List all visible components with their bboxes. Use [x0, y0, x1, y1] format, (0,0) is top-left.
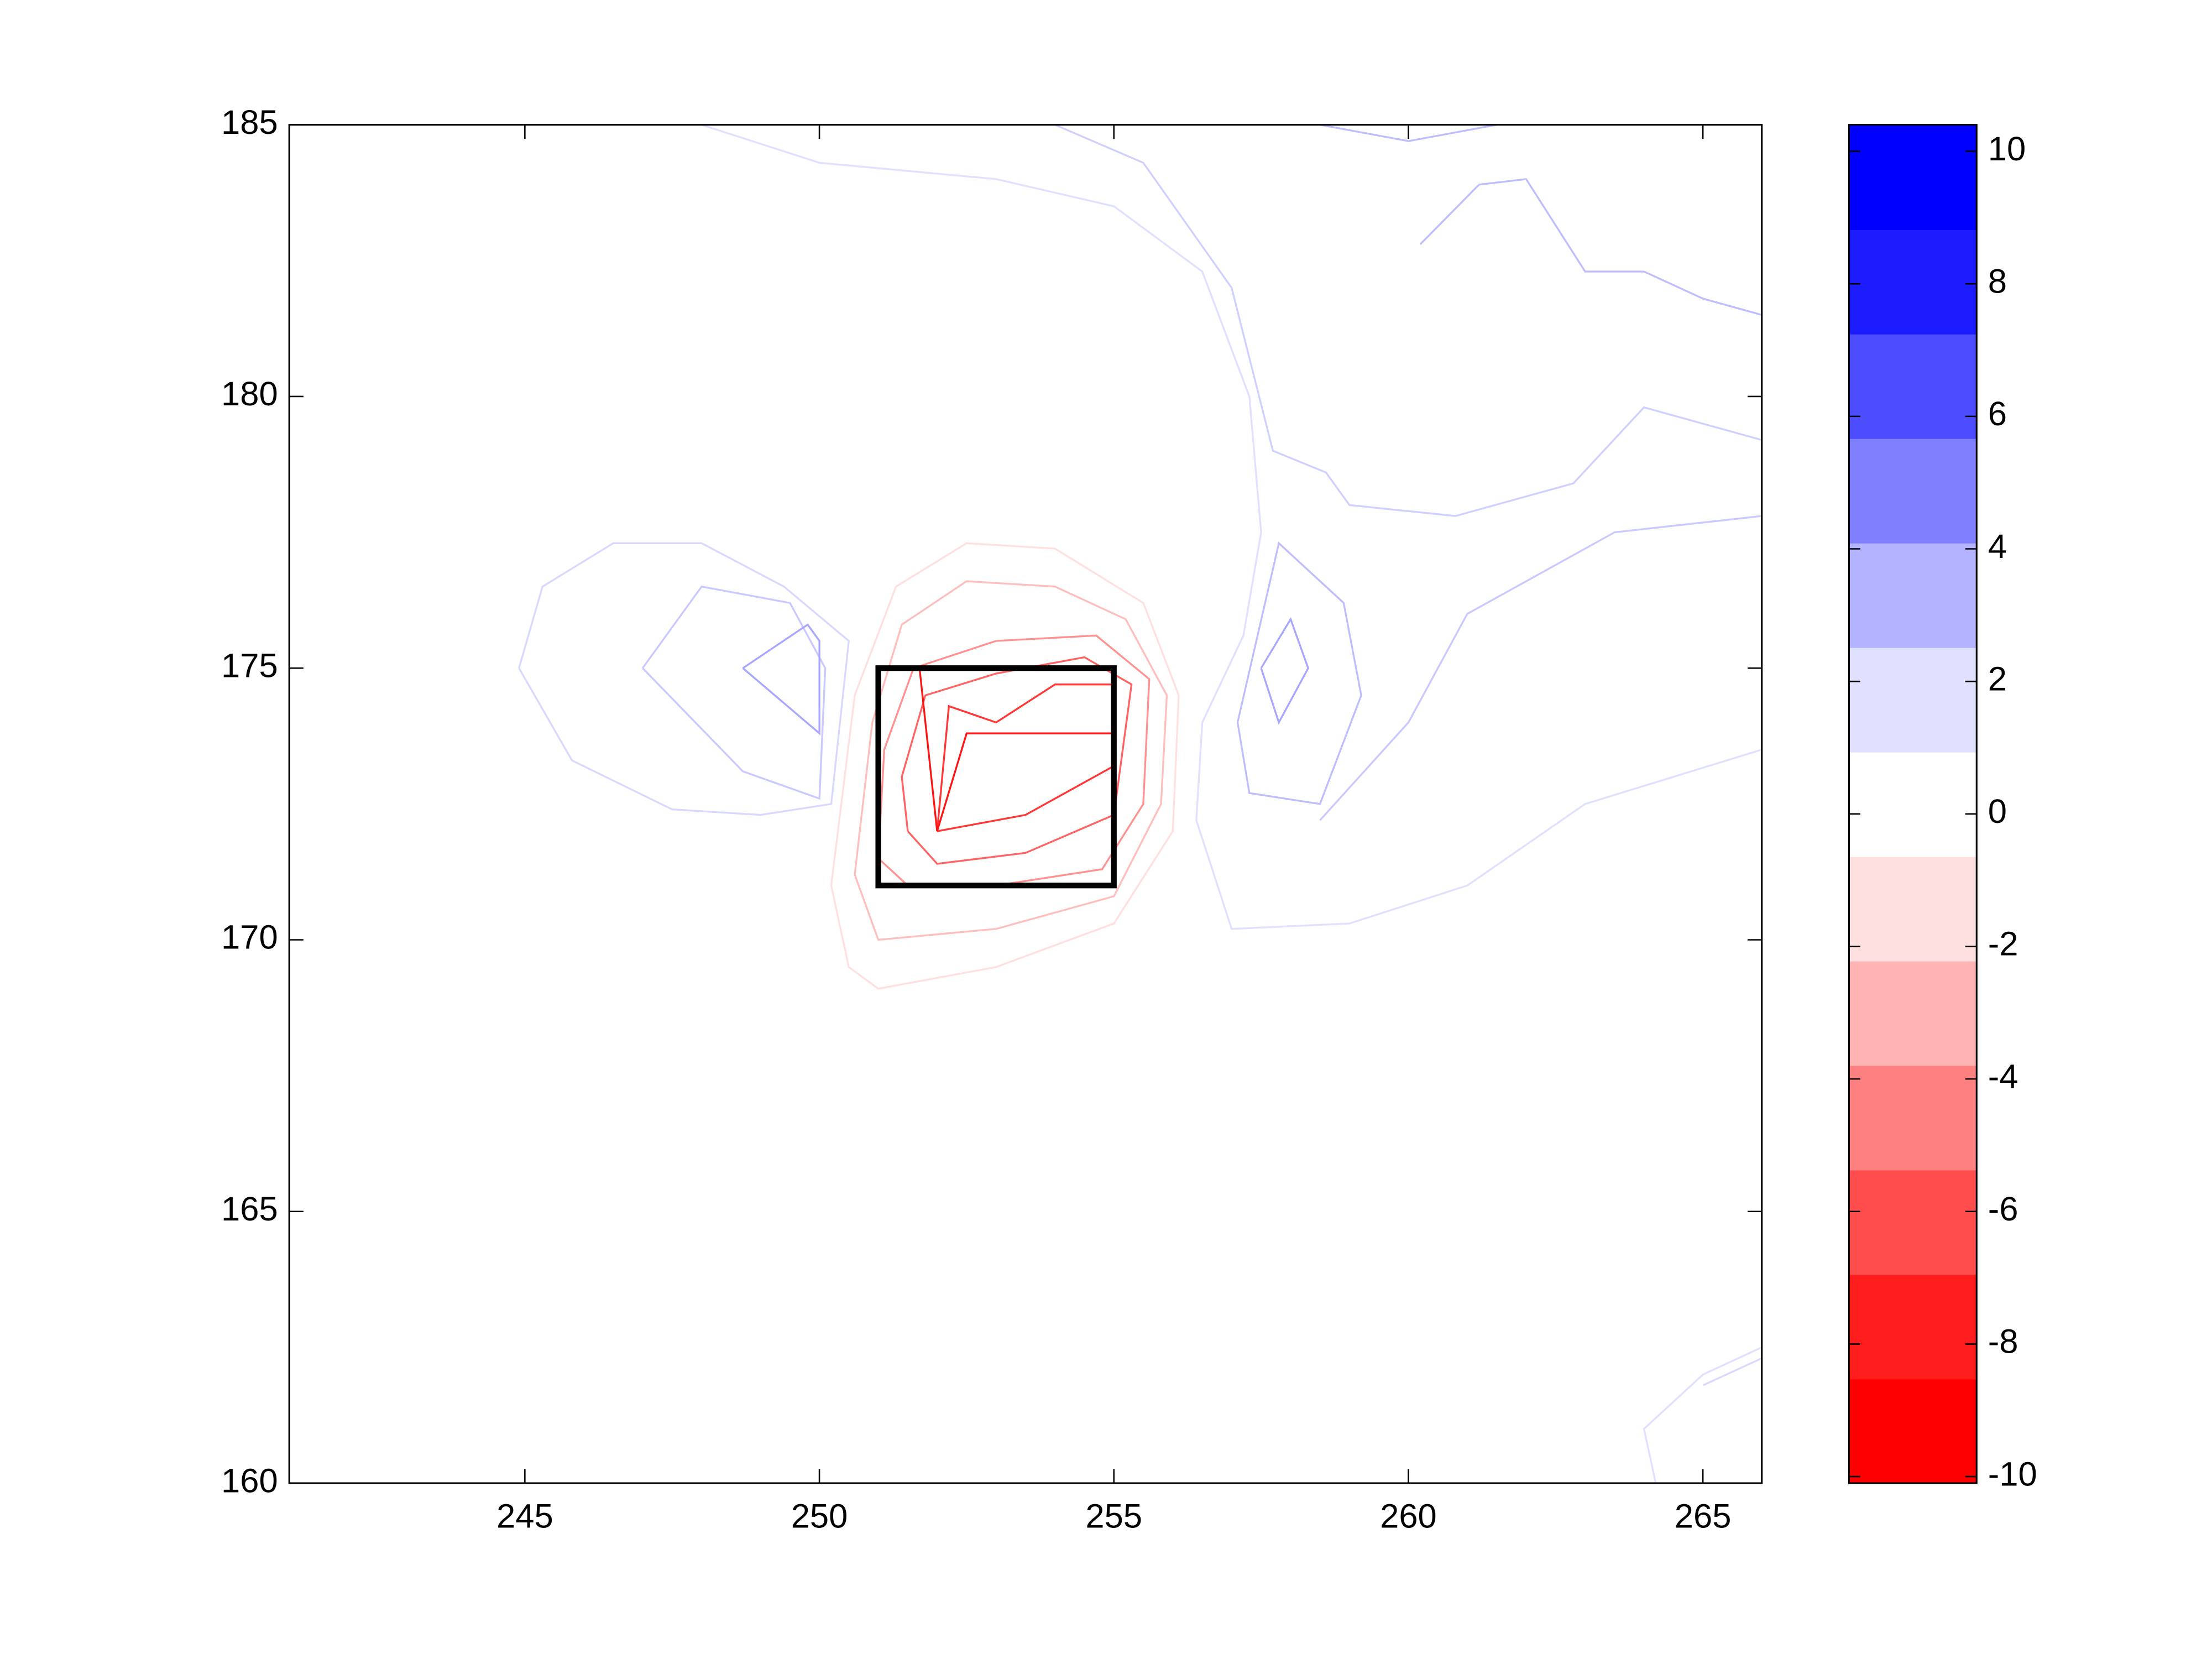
colorbar-tick-label: -4 — [1988, 1057, 2018, 1095]
plot-area — [289, 124, 1762, 1484]
x-tick-label: 245 — [496, 1497, 553, 1535]
x-tick-label: 260 — [1380, 1497, 1437, 1535]
y-tick-label: 180 — [221, 375, 278, 413]
highlight-box — [875, 665, 1117, 889]
colorbar-tick-label: -6 — [1988, 1190, 2018, 1228]
y-tick-label: 165 — [221, 1190, 278, 1228]
colorbar-band — [1849, 1170, 1977, 1275]
colorbar-tick-label: 4 — [1988, 528, 2007, 566]
colorbar-tick-label: 6 — [1988, 395, 2007, 433]
contour-line — [701, 124, 1763, 930]
y-tick-label: 170 — [221, 919, 278, 957]
x-tick-label: 265 — [1675, 1497, 1732, 1535]
contour-line — [1419, 178, 1763, 316]
colorbar-band — [1849, 752, 1977, 857]
y-tick-label: 185 — [221, 103, 278, 142]
contour-line — [1319, 515, 1762, 821]
colorbar-band — [1849, 124, 1977, 230]
contour-line — [1320, 124, 1497, 142]
contour-line — [854, 580, 1168, 941]
x-tick-label: 250 — [791, 1497, 848, 1535]
colorbar-band — [1849, 438, 1977, 544]
contour-line — [1702, 1357, 1763, 1386]
colorbar-tick-label: 10 — [1988, 130, 2026, 168]
axes-frame — [288, 124, 1763, 1484]
colorbar-band — [1849, 1065, 1977, 1171]
colorbar-band — [1849, 647, 1977, 753]
colorbar-tick-label: 2 — [1988, 660, 2007, 698]
contour-line — [742, 623, 820, 735]
colorbar-band — [1849, 1274, 1977, 1380]
y-tick-label: 175 — [221, 646, 278, 685]
colorbar-frame — [1848, 124, 1978, 1484]
contour-line — [918, 668, 1114, 832]
colorbar-band — [1849, 333, 1977, 439]
contour-line — [1236, 541, 1362, 805]
colorbar-band — [1849, 961, 1977, 1066]
contour-line — [518, 542, 850, 816]
contour-line — [1260, 617, 1310, 725]
x-tick-label: 255 — [1085, 1497, 1142, 1535]
y-tick-label: 160 — [221, 1462, 278, 1500]
colorbar-tick-label: 8 — [1988, 262, 2007, 300]
colorbar-band — [1849, 1379, 1977, 1484]
contour-line — [1643, 1346, 1763, 1484]
colorbar-band — [1849, 229, 1977, 335]
colorbar-band — [1849, 856, 1977, 962]
colorbar-band — [1849, 542, 1977, 648]
contour-line — [1054, 124, 1763, 517]
colorbar-tick-label: -10 — [1988, 1455, 2037, 1493]
contour-line — [936, 684, 1115, 832]
contour-line — [830, 542, 1180, 990]
colorbar-tick-label: -8 — [1988, 1323, 2018, 1361]
colorbar-tick-label: -2 — [1988, 925, 2018, 963]
contour-line — [641, 585, 827, 800]
colorbar-tick-label: 0 — [1988, 792, 2007, 831]
